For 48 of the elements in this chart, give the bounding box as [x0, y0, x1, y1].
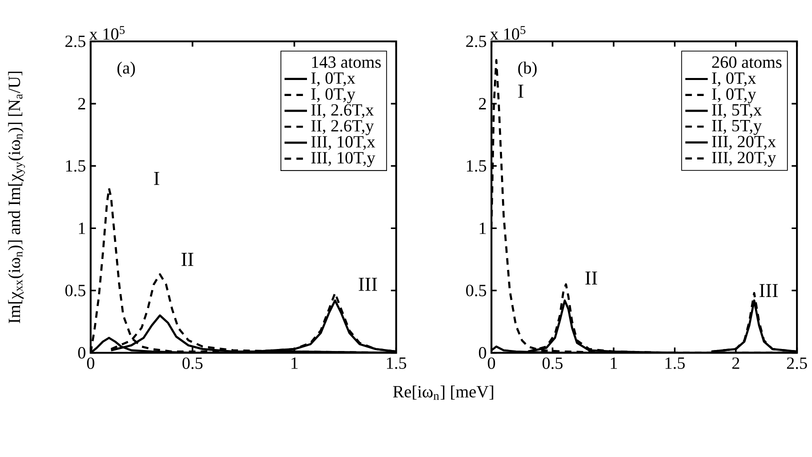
annotation: (a) [117, 62, 135, 77]
annotation: II [182, 252, 194, 266]
legend-label: III, 20T,y [712, 152, 776, 167]
annotation: I [518, 84, 524, 98]
y-tick-label: 1 [78, 222, 86, 234]
y-tick-label: 1.5 [466, 160, 486, 172]
x-tick-label: 0 [488, 357, 496, 369]
text: x 10$^{5}$ [490, 26, 526, 40]
legend-label: III, 10T,y [311, 152, 376, 167]
y-tick-label: 2 [78, 98, 86, 110]
y-tick-label: 0.5 [466, 284, 486, 296]
y-tick-label: 0 [478, 346, 486, 358]
x-tick-label: 0.5 [182, 357, 203, 369]
annotation: I [154, 172, 160, 185]
x-tick-label: 1.5 [387, 357, 406, 369]
legend-label: II, 5T,x [712, 104, 762, 118]
legend-label: I, 0T,x [712, 72, 756, 86]
x-tick-label: 2 [732, 357, 740, 369]
legend-label: II, 5T,y [712, 120, 762, 135]
legend-title: 143 atoms [312, 56, 381, 68]
annotation: III [358, 278, 378, 291]
legend-label: II, 2.6T,x [311, 104, 374, 118]
y-tick-label: 1 [480, 222, 486, 234]
y-tick-label: 1.5 [66, 160, 86, 172]
y-tick-label: 0 [78, 346, 86, 358]
annotation: II [585, 271, 598, 284]
text: x 10$^{5}$ [89, 26, 125, 40]
legend-label: I, 0T,y [712, 88, 756, 104]
y-tick-label: 2 [479, 98, 486, 110]
x-tick-label: 1.5 [666, 357, 685, 369]
legend-title: 260 atoms [712, 56, 782, 68]
annotation: (b) [518, 62, 537, 77]
x-tick-label: 1 [610, 357, 617, 369]
text: Im[χ$_{xx}$(iω$_{n}$)] and Im[χ$_{yy}$(iω$_{n}$)] [N$_{a}$/U] [8, 72, 25, 324]
legend-label: I, 0T,x [311, 72, 356, 86]
x-tick-label: 0.5 [542, 357, 563, 369]
annotation: III [760, 284, 778, 297]
legend-label: III, 10T,x [311, 136, 376, 150]
legend-label: II, 2.6T,y [311, 120, 374, 135]
y-tick-label: 2.5 [65, 35, 86, 48]
x-tick-label: 2.5 [787, 357, 807, 369]
y-tick-label: 2.5 [466, 35, 486, 48]
legend-label: I, 0T,y [311, 88, 356, 104]
x-tick-label: 1 [292, 357, 298, 369]
legend-label: III, 20T,x [712, 136, 776, 150]
x-tick-label: 0 [87, 357, 94, 369]
x-axis-title: Re[iω$_{n}$] [meV] [393, 385, 494, 400]
y-tick-label: 0.5 [65, 284, 86, 296]
